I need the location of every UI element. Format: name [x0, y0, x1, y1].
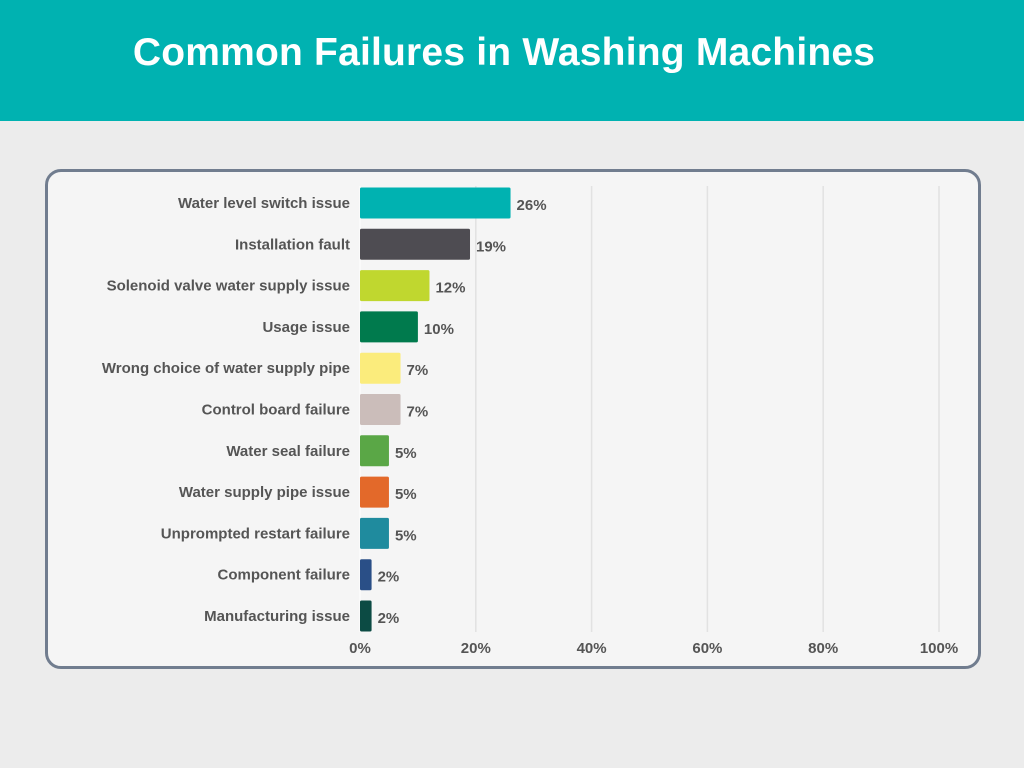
value-label: 26% [517, 197, 547, 214]
bar [360, 435, 389, 467]
bar [360, 228, 471, 260]
category-label: Water seal failure [226, 443, 350, 460]
value-label: 5% [395, 527, 417, 544]
category-label: Usage issue [262, 319, 350, 336]
bar [360, 559, 372, 591]
category-label: Component failure [217, 567, 350, 584]
category-label: Control board failure [202, 402, 350, 419]
value-label: 19% [476, 238, 506, 255]
bar [360, 270, 430, 302]
header-banner: Common Failures in Washing Machines [0, 0, 1024, 121]
category-label: Water level switch issue [178, 195, 350, 212]
category-label: Solenoid valve water supply issue [107, 278, 350, 295]
bar [360, 394, 401, 425]
x-tick-label: 0% [349, 640, 371, 657]
category-label: Wrong choice of water supply pipe [102, 360, 350, 377]
x-tick-label: 80% [808, 640, 838, 657]
value-label: 7% [407, 362, 429, 379]
category-label: Installation fault [235, 236, 350, 253]
value-label: 7% [407, 404, 429, 421]
bar [360, 517, 389, 549]
bar [360, 600, 372, 632]
value-label: 12% [435, 280, 465, 297]
page-title: Common Failures in Washing Machines [132, 31, 876, 74]
bar [360, 352, 401, 384]
bar [360, 311, 418, 343]
x-tick-label: 100% [920, 640, 958, 657]
x-tick-label: 20% [461, 640, 491, 657]
value-label: 2% [378, 610, 400, 627]
value-label: 2% [378, 569, 400, 586]
value-label: 5% [395, 486, 417, 503]
category-label: Manufacturing issue [204, 608, 350, 625]
value-label: 5% [395, 445, 417, 462]
bar [360, 476, 389, 508]
chart-panel [45, 169, 981, 669]
x-tick-label: 60% [692, 640, 722, 657]
bar [360, 187, 511, 219]
category-label: Water supply pipe issue [179, 484, 350, 501]
x-tick-label: 40% [577, 640, 607, 657]
value-label: 10% [424, 321, 454, 338]
category-label: Unprompted restart failure [161, 525, 350, 542]
